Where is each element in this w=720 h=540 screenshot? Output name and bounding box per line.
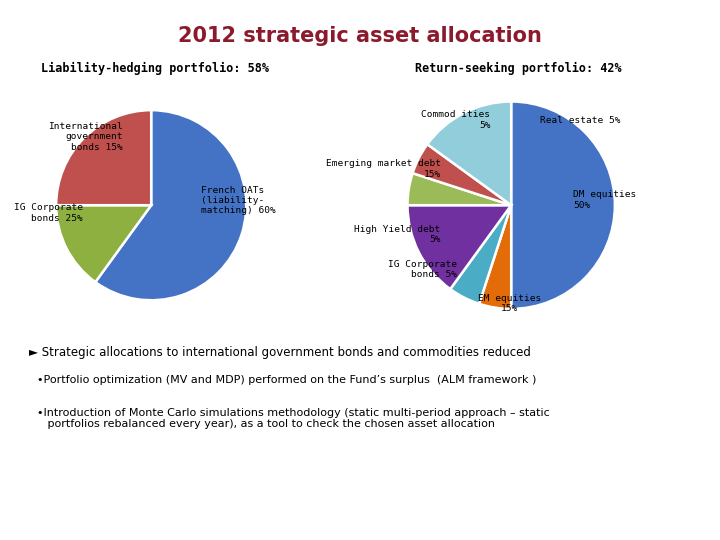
Wedge shape [428,102,511,205]
Text: Return-seeking portfolio: 42%: Return-seeking portfolio: 42% [415,62,621,75]
Text: ■: ■ [648,519,655,526]
Text: •Portfolio optimization (MV and MDP) performed on the Fund’s surplus  (ALM frame: •Portfolio optimization (MV and MDP) per… [37,375,537,386]
Text: Emerging market debt
15%: Emerging market debt 15% [325,159,441,179]
Wedge shape [56,205,151,282]
Text: EM equities
15%: EM equities 15% [477,294,541,313]
Text: •Introduction of Monte Carlo simulations methodology (static multi-period approa: •Introduction of Monte Carlo simulations… [37,408,550,429]
Text: Liability-hedging portfolio: 58%: Liability-hedging portfolio: 58% [41,62,269,75]
Wedge shape [450,205,511,304]
Text: Commod ities
5%: Commod ities 5% [421,111,490,130]
Text: ■: ■ [666,519,673,526]
Text: Real estate 5%: Real estate 5% [540,116,621,125]
Text: 25: 25 [675,516,695,530]
Wedge shape [480,205,511,309]
Text: 2012 strategic asset allocation: 2012 strategic asset allocation [178,25,542,46]
Text: ► Strategic allocations to international government bonds and commodities reduce: ► Strategic allocations to international… [29,346,531,359]
Text: French OATs
(liability-
matching) 60%: French OATs (liability- matching) 60% [201,186,275,215]
Text: High Yield debt
5%: High Yield debt 5% [354,225,441,244]
Wedge shape [413,144,511,205]
Wedge shape [56,110,151,205]
Wedge shape [511,102,615,309]
Text: IG Corporate
bonds 25%: IG Corporate bonds 25% [14,203,83,222]
Text: IG Corporate
bonds 5%: IG Corporate bonds 5% [388,260,457,279]
Text: International
government
bonds 15%: International government bonds 15% [48,122,122,152]
Wedge shape [408,205,511,289]
Wedge shape [408,173,511,205]
Text: ■: ■ [630,519,637,526]
Wedge shape [95,110,246,300]
Text: DM equities
50%: DM equities 50% [573,190,636,210]
